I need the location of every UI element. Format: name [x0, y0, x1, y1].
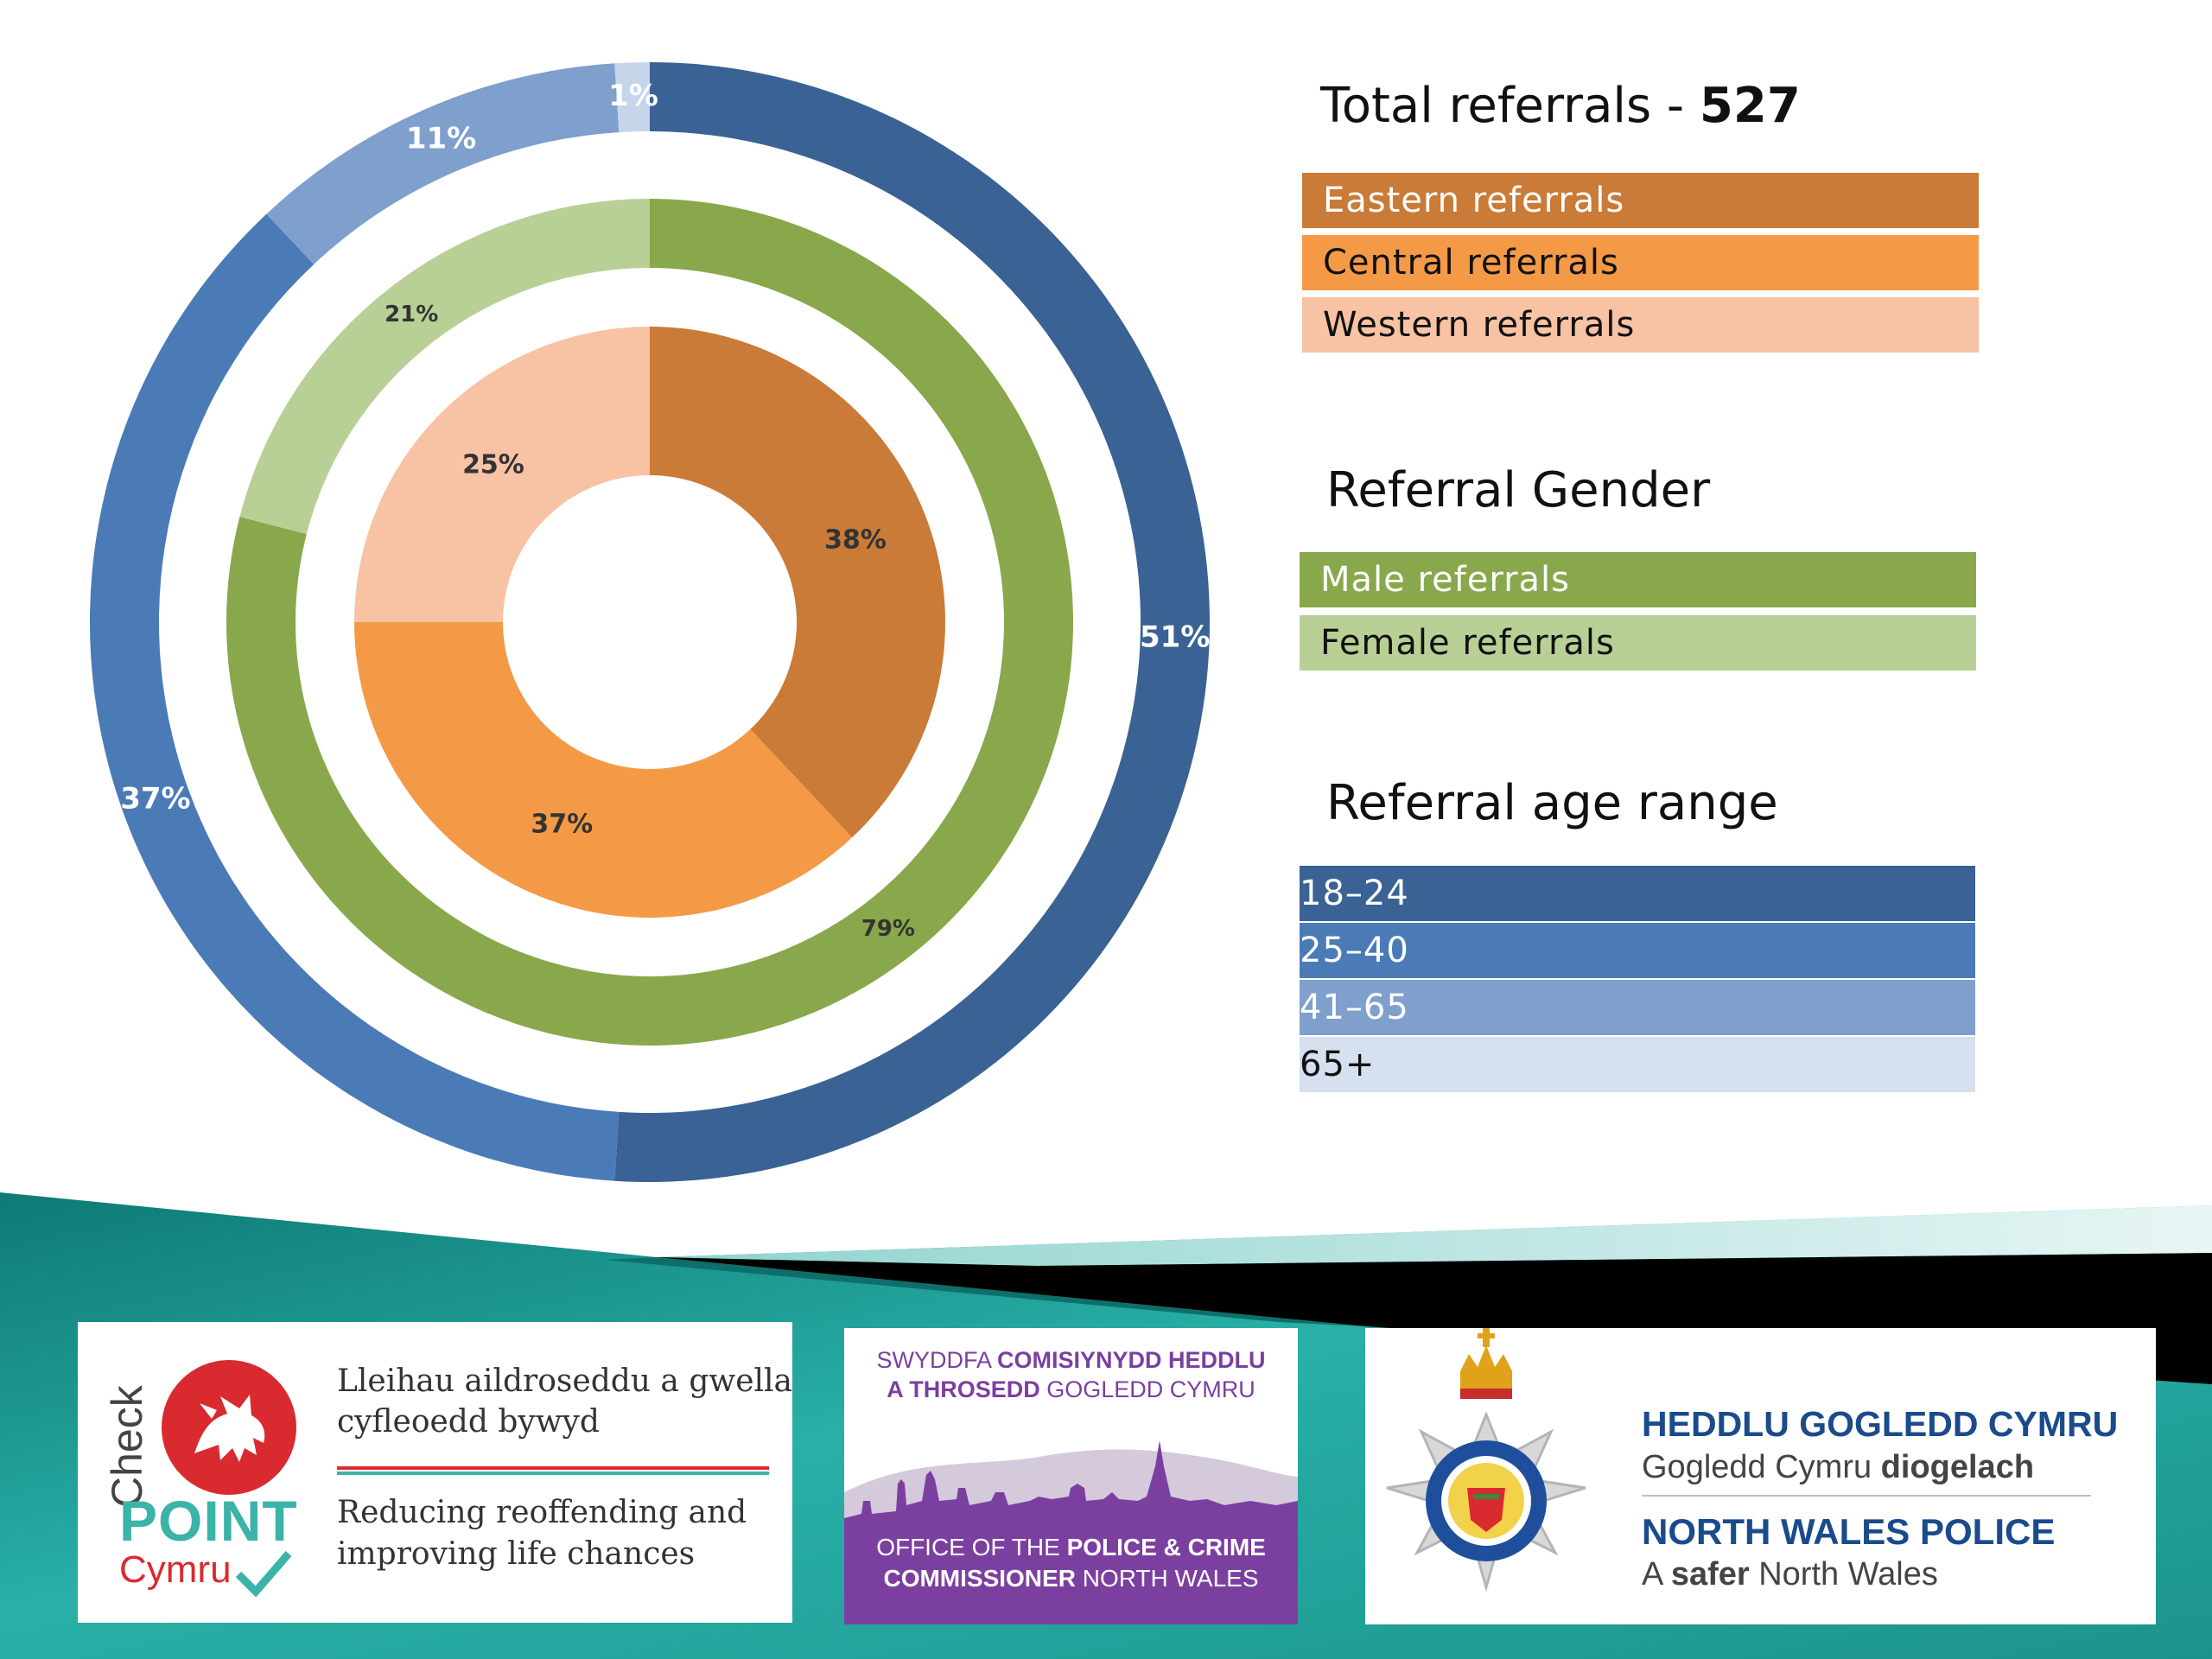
police-english-tag-b: safer	[1670, 1556, 1750, 1592]
slice-outer-4	[614, 62, 650, 133]
region-legend-item-3: Western referrals	[1302, 297, 1979, 353]
slice-label-inner-1: 38%	[824, 524, 887, 555]
slice-outer-1	[614, 62, 1211, 1183]
slice-outer-2	[90, 213, 620, 1181]
checkpoint-divider	[337, 1466, 769, 1470]
age-legend-item-4: 65+	[1300, 1037, 1975, 1092]
police-divider	[1642, 1495, 2091, 1497]
police-english-name: NORTH WALES POLICE	[1642, 1511, 2056, 1552]
pcc-english-line2-a: COMMISSIONER	[883, 1565, 1076, 1592]
pcc-english-line2-b: NORTH WALES	[1075, 1565, 1259, 1592]
dragon-icon	[162, 1360, 296, 1495]
police-english-tagline: A safer North Wales	[1642, 1556, 1938, 1593]
region-legend-item-2: Central referrals	[1302, 235, 1979, 290]
total-referrals-value: 527	[1699, 78, 1801, 134]
checkpoint-english-line1: Reducing reoffending and	[337, 1495, 747, 1530]
slice-inner-1	[650, 327, 945, 838]
gender-legend-item-2: Female referrals	[1300, 615, 1976, 671]
region-legend-item-1: Eastern referrals	[1302, 173, 1979, 228]
police-welsh-tag-b: diogelach	[1880, 1449, 2035, 1485]
checkpoint-welsh-line1: Lleihau aildroseddu a gwella	[337, 1363, 792, 1399]
checkpoint-welsh-line2: cyfleoedd bywyd	[337, 1404, 600, 1440]
age-legend-item-1: 18–24	[1300, 866, 1975, 921]
slice-label-outer-1: 51%	[1140, 620, 1210, 655]
slice-outer-3	[266, 63, 620, 264]
slice-inner-2	[354, 622, 853, 918]
gender-title: Referral Gender	[1326, 462, 1711, 518]
age-title: Referral age range	[1326, 775, 1778, 831]
slice-label-mid-2: 21%	[385, 302, 438, 327]
slice-label-outer-3: 11%	[406, 122, 476, 156]
pcc-welsh-line1: SWYDDFA COMISIYNYDD HEDDLU	[844, 1347, 1298, 1374]
gender-legend-item-1: Male referrals	[1300, 552, 1976, 607]
checkmark-icon	[235, 1551, 292, 1598]
checkpoint-word-cymru: Cymru	[119, 1548, 232, 1591]
nested-donut-chart: 51% 37% 11% 1% 79% 21% 38% 37% 25%	[90, 62, 1211, 1183]
police-english-tag-a: A	[1642, 1556, 1671, 1592]
age-legend-item-3: 41–65	[1300, 980, 1975, 1035]
pcc-welsh-line2: A THROSEDD GOGLEDD CYMRU	[844, 1376, 1298, 1403]
police-welsh-name: HEDDLU GOGLEDD CYMRU	[1642, 1404, 2119, 1444]
checkpoint-english-line2: improving life chances	[337, 1536, 696, 1572]
north-wales-police-logo: HEDDLU GOGLEDD CYMRU Gogledd Cymru dioge…	[1365, 1328, 2156, 1624]
slice-label-outer-2: 37%	[120, 781, 190, 816]
slice-label-inner-3: 25%	[462, 449, 524, 480]
slice-label-outer-4: 1%	[608, 79, 658, 113]
pcc-english-line2: COMMISSIONER NORTH WALES	[844, 1565, 1298, 1592]
pcc-welsh-line1-a: SWYDDFA	[876, 1347, 997, 1373]
checkpoint-word-point: POINT	[119, 1489, 298, 1553]
pcc-english-line1-b: POLICE & CRIME	[1066, 1534, 1266, 1560]
pcc-english-line1: OFFICE OF THE POLICE & CRIME	[844, 1534, 1298, 1561]
skyline-icon	[844, 1440, 1298, 1624]
slice-inner-3	[354, 327, 650, 622]
total-referrals-title: Total referrals - 527	[1320, 78, 1801, 134]
checkpoint-cymru-logo: Check POINT Cymru Lleihau aildroseddu a …	[78, 1322, 792, 1623]
total-referrals-label: Total referrals -	[1320, 78, 1700, 134]
checkpoint-divider-teal	[337, 1471, 769, 1475]
age-legend-item-2: 25–40	[1300, 923, 1975, 978]
pcc-welsh-line1-b: COMISIYNYDD HEDDLU	[997, 1347, 1266, 1373]
pcc-north-wales-logo: SWYDDFA COMISIYNYDD HEDDLU A THROSEDD GO…	[844, 1328, 1298, 1624]
footer-banner: Check POINT Cymru Lleihau aildroseddu a …	[0, 1192, 2212, 1659]
pcc-welsh-line2-b: GOGLEDD CYMRU	[1039, 1376, 1255, 1402]
police-english-tag-c: North Wales	[1749, 1556, 1938, 1592]
police-welsh-tagline: Gogledd Cymru diogelach	[1642, 1449, 2034, 1486]
pcc-welsh-line2-a: A THROSEDD	[887, 1376, 1040, 1402]
pcc-english-line1-a: OFFICE OF THE	[876, 1534, 1067, 1560]
slice-mid-2	[239, 199, 650, 535]
police-badge-icon	[1386, 1328, 1586, 1592]
slice-label-inner-2: 37%	[531, 809, 593, 839]
slice-label-mid-1: 79%	[861, 916, 915, 942]
police-welsh-tag-a: Gogledd Cymru	[1642, 1449, 1881, 1485]
